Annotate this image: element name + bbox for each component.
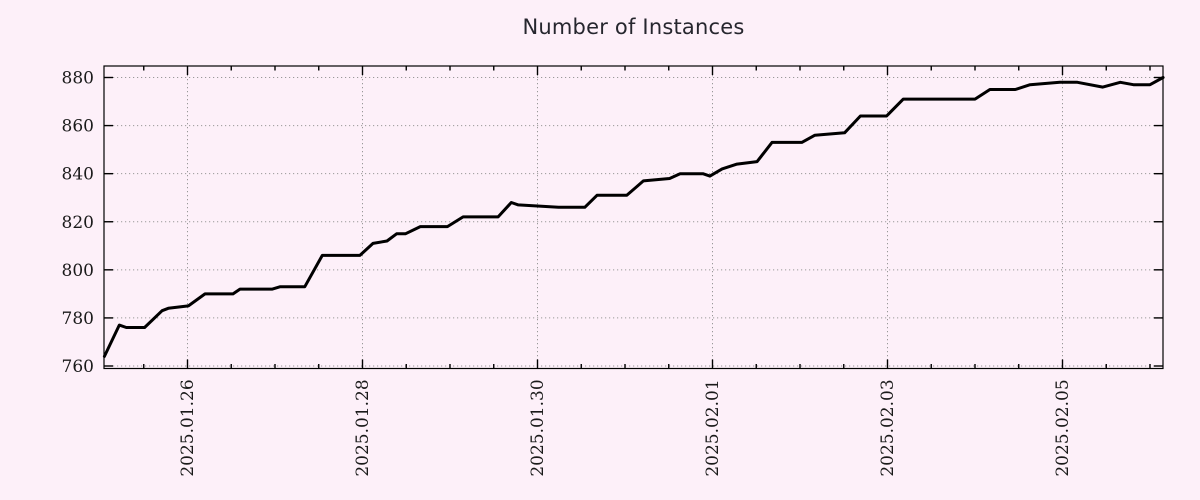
x-tick-label: 2025.02.05	[1053, 379, 1073, 476]
chart-title: Number of Instances	[522, 15, 745, 39]
x-tick-label: 2025.01.30	[528, 379, 548, 476]
plot-border	[103, 65, 1164, 370]
y-tick-label: 780	[62, 309, 94, 329]
y-tick-label: 840	[62, 165, 94, 185]
y-tick-label: 800	[62, 261, 94, 281]
y-tick-label: 880	[62, 69, 94, 89]
x-tick-label: 2025.02.03	[878, 379, 898, 476]
series-line-instances	[102, 76, 1165, 358]
x-tick-label: 2025.02.01	[703, 379, 723, 476]
x-tick-label: 2025.01.26	[178, 379, 198, 476]
y-tick-label: 820	[62, 213, 94, 233]
y-tick-label: 760	[62, 357, 94, 377]
y-tick-label: 860	[62, 117, 94, 137]
x-tick-label: 2025.01.28	[353, 379, 373, 476]
